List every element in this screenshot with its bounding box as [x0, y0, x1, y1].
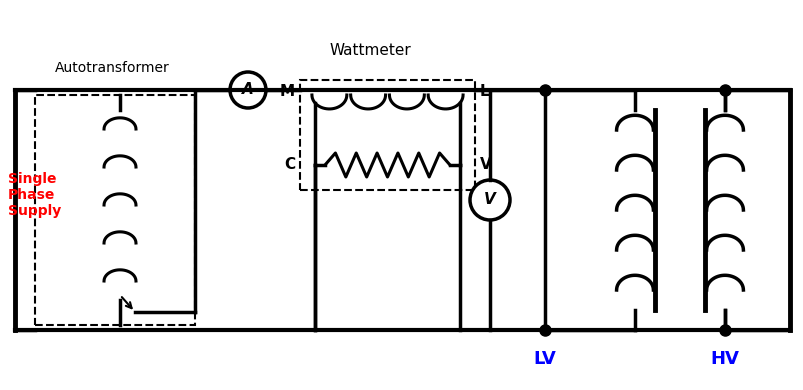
Circle shape: [230, 72, 266, 108]
Text: Autotransformer: Autotransformer: [55, 61, 169, 75]
Text: V: V: [483, 193, 495, 207]
Circle shape: [470, 180, 509, 220]
Text: Wattmeter: Wattmeter: [328, 43, 410, 58]
Text: V: V: [479, 158, 491, 172]
Text: L: L: [479, 85, 489, 99]
Text: Single
Phase
Supply: Single Phase Supply: [8, 172, 61, 218]
Text: HV: HV: [710, 350, 739, 368]
Text: M: M: [279, 85, 295, 99]
Text: A: A: [242, 83, 254, 98]
Text: C: C: [283, 158, 295, 172]
Text: LV: LV: [533, 350, 556, 368]
